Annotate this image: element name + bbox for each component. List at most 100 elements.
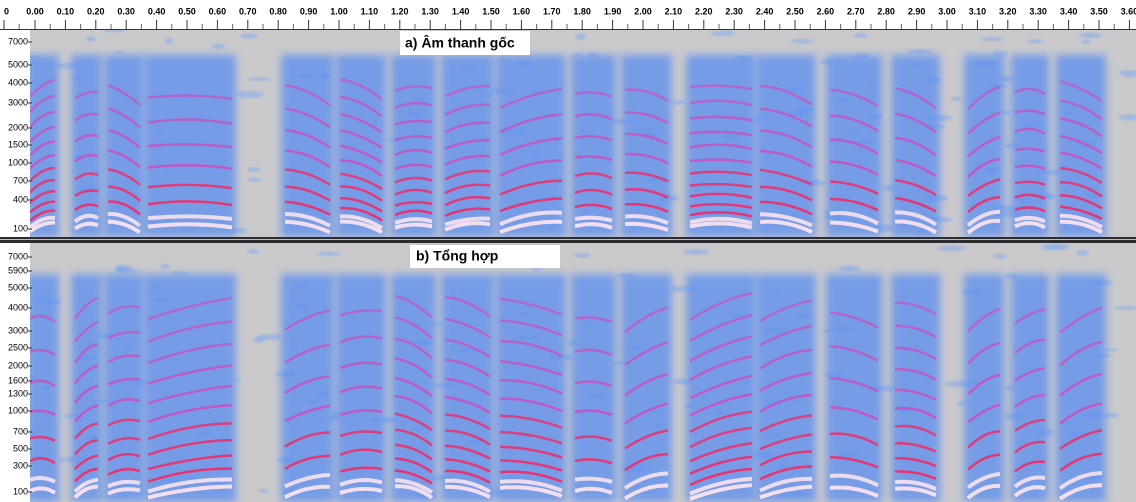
harmonic bbox=[574, 188, 613, 196]
harmonic bbox=[30, 153, 56, 170]
harmonic bbox=[147, 200, 233, 207]
harmonic bbox=[689, 211, 753, 218]
harmonic bbox=[444, 103, 491, 116]
harmonic bbox=[967, 307, 1001, 333]
harmonic bbox=[499, 297, 563, 316]
harmonic bbox=[499, 340, 563, 357]
harmonic bbox=[623, 471, 669, 490]
harmonic bbox=[74, 203, 99, 212]
noise bbox=[247, 77, 272, 82]
energy-halo bbox=[964, 54, 1004, 237]
harmonic bbox=[829, 220, 879, 234]
harmonic bbox=[1059, 372, 1103, 397]
harmonic bbox=[1058, 483, 1103, 501]
harmonic bbox=[444, 295, 491, 318]
harmonic bbox=[689, 455, 753, 476]
harmonic bbox=[1014, 338, 1046, 354]
harmonic bbox=[74, 320, 99, 343]
noise bbox=[1118, 70, 1136, 75]
harmonic bbox=[499, 459, 563, 472]
harmonic bbox=[339, 361, 383, 370]
time-label: 3.10 bbox=[969, 6, 987, 16]
frequency-label: 5900 bbox=[8, 265, 28, 275]
harmonic bbox=[689, 182, 753, 189]
harmonic bbox=[1059, 166, 1103, 185]
harmonic bbox=[147, 384, 233, 405]
harmonic bbox=[894, 346, 937, 361]
harmonic bbox=[689, 476, 753, 496]
harmonic bbox=[74, 189, 99, 197]
harmonic bbox=[499, 485, 563, 498]
time-label: 0.60 bbox=[209, 6, 227, 16]
harmonic bbox=[624, 88, 669, 102]
harmonic bbox=[339, 466, 383, 473]
harmonic bbox=[894, 196, 937, 213]
harmonic bbox=[73, 342, 99, 364]
noise bbox=[683, 249, 709, 255]
harmonic bbox=[1058, 471, 1103, 490]
energy-halo bbox=[571, 274, 616, 502]
harmonic bbox=[1014, 193, 1046, 201]
time-label: 1.40 bbox=[452, 6, 470, 16]
harmonic bbox=[30, 200, 56, 214]
harmonic bbox=[759, 414, 813, 433]
harmonic bbox=[1014, 440, 1046, 454]
harmonic bbox=[107, 211, 142, 228]
energy-halo bbox=[756, 54, 816, 237]
harmonic bbox=[147, 164, 233, 170]
noise bbox=[247, 177, 262, 182]
harmonic bbox=[1014, 109, 1046, 116]
harmonic bbox=[1014, 87, 1046, 96]
harmonic bbox=[107, 168, 141, 186]
frequency-label: 1600 bbox=[8, 375, 28, 385]
energy-halo bbox=[571, 54, 616, 237]
harmonic bbox=[499, 87, 563, 109]
noise bbox=[1041, 246, 1068, 251]
harmonic bbox=[966, 218, 1001, 235]
noise bbox=[1078, 32, 1103, 38]
frequency-label: 1000 bbox=[8, 405, 28, 415]
time-label: 2.30 bbox=[725, 6, 743, 16]
harmonic bbox=[444, 484, 491, 499]
harmonic bbox=[107, 330, 141, 340]
noise bbox=[993, 253, 1007, 259]
harmonic bbox=[394, 135, 433, 142]
time-label: 1.10 bbox=[361, 6, 379, 16]
harmonic bbox=[689, 99, 753, 107]
harmonic bbox=[829, 88, 879, 108]
harmonic bbox=[829, 197, 879, 212]
noise bbox=[791, 38, 813, 44]
harmonic bbox=[689, 170, 753, 177]
harmonic bbox=[759, 149, 813, 168]
harmonic bbox=[147, 364, 233, 385]
harmonic bbox=[147, 214, 233, 221]
harmonic bbox=[894, 457, 937, 468]
title-box-a bbox=[400, 31, 530, 55]
harmonic bbox=[74, 404, 99, 423]
harmonic bbox=[444, 395, 491, 414]
harmonic bbox=[574, 348, 613, 357]
harmonic bbox=[574, 203, 613, 211]
harmonic bbox=[339, 185, 383, 202]
harmonic bbox=[894, 301, 937, 316]
noise bbox=[211, 43, 226, 49]
harmonic bbox=[689, 355, 753, 381]
harmonic bbox=[339, 219, 383, 235]
harmonic bbox=[394, 457, 433, 474]
frequency-label: 1000 bbox=[8, 157, 28, 167]
harmonic bbox=[1014, 418, 1046, 432]
harmonic bbox=[284, 211, 331, 228]
harmonic bbox=[147, 94, 233, 101]
harmonic bbox=[394, 395, 433, 415]
harmonic bbox=[1059, 452, 1103, 472]
harmonic bbox=[284, 149, 331, 169]
harmonic bbox=[574, 409, 613, 417]
harmonic bbox=[147, 296, 233, 321]
noise bbox=[1081, 39, 1091, 44]
harmonic bbox=[499, 319, 563, 337]
harmonic bbox=[967, 135, 1001, 158]
time-ruler bbox=[0, 0, 1136, 30]
harmonic bbox=[829, 160, 879, 176]
harmonic bbox=[967, 453, 1001, 471]
time-label: 0.20 bbox=[87, 6, 105, 16]
